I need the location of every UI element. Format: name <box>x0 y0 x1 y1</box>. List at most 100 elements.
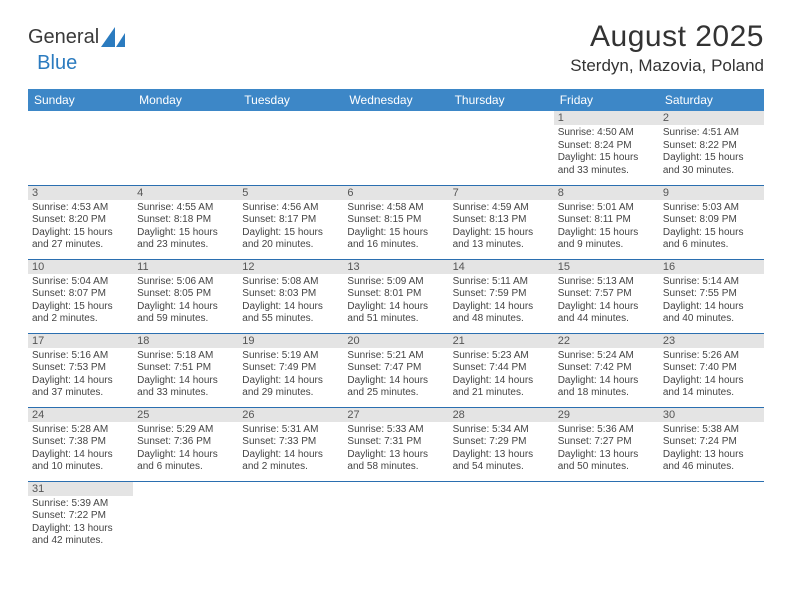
calendar-row: 10Sunrise: 5:04 AMSunset: 8:07 PMDayligh… <box>28 259 764 333</box>
weekday-header: Monday <box>133 89 238 111</box>
cell-day1: Daylight: 15 hours <box>347 227 444 240</box>
cell-sunrise: Sunrise: 5:34 AM <box>453 424 550 437</box>
cell-sunset: Sunset: 7:38 PM <box>32 436 129 449</box>
cell-sunset: Sunset: 8:11 PM <box>558 214 655 227</box>
cell-sunset: Sunset: 7:55 PM <box>663 288 760 301</box>
cell-day2: and 54 minutes. <box>453 461 550 474</box>
cell-day2: and 48 minutes. <box>453 313 550 326</box>
cell-sunrise: Sunrise: 5:26 AM <box>663 350 760 363</box>
day-number: 27 <box>343 408 448 422</box>
cell-sunset: Sunset: 7:29 PM <box>453 436 550 449</box>
calendar-cell: 28Sunrise: 5:34 AMSunset: 7:29 PMDayligh… <box>449 407 554 481</box>
logo-text-general: General <box>28 26 99 49</box>
logo: General <box>28 26 127 49</box>
cell-day2: and 6 minutes. <box>137 461 234 474</box>
cell-sunset: Sunset: 8:20 PM <box>32 214 129 227</box>
calendar-cell-empty <box>449 481 554 555</box>
cell-day2: and 29 minutes. <box>242 387 339 400</box>
calendar-row: 17 Sunrise: 5:16 AMSunset: 7:53 PM Dayligh… <box>28 333 764 407</box>
calendar-cell-empty <box>343 111 448 185</box>
cell-sunset: Sunset: 7:24 PM <box>663 436 760 449</box>
cell-day1: Daylight: 14 hours <box>663 301 760 314</box>
cell-sunrise: Sunrise: 5:16 AM <box>32 350 129 363</box>
calendar-row: 31Sunrise: 5:39 AMSunset: 7:22 PMDayligh… <box>28 481 764 555</box>
calendar-cell: 18Sunrise: 5:18 AMSunset: 7:51 PMDayligh… <box>133 333 238 407</box>
cell-day2: and 44 minutes. <box>558 313 655 326</box>
cell-sunset: Sunset: 7:53 PM <box>32 362 129 375</box>
cell-day2: and 21 minutes. <box>453 387 550 400</box>
cell-sunset: Sunset: 8:13 PM <box>453 214 550 227</box>
cell-day1: Daylight: 14 hours <box>558 375 655 388</box>
day-number: 9 <box>659 186 764 200</box>
calendar-cell: 19Sunrise: 5:19 AMSunset: 7:49 PMDayligh… <box>238 333 343 407</box>
weekday-header: Tuesday <box>238 89 343 111</box>
day-number: 6 <box>343 186 448 200</box>
month-title: August 2025 <box>570 20 764 54</box>
day-number: 28 <box>449 408 554 422</box>
cell-day1: Daylight: 14 hours <box>347 375 444 388</box>
day-number: 7 <box>449 186 554 200</box>
calendar-cell-empty <box>133 111 238 185</box>
day-number: 21 <box>449 334 554 348</box>
cell-day2: and 14 minutes. <box>663 387 760 400</box>
cell-sunset: Sunset: 7:40 PM <box>663 362 760 375</box>
cell-day2: and 9 minutes. <box>558 239 655 252</box>
cell-day2: and 13 minutes. <box>453 239 550 252</box>
day-number: 30 <box>659 408 764 422</box>
calendar-cell: 13Sunrise: 5:09 AMSunset: 8:01 PMDayligh… <box>343 259 448 333</box>
cell-sunrise: Sunrise: 4:55 AM <box>137 202 234 215</box>
cell-sunrise: Sunrise: 5:28 AM <box>32 424 129 437</box>
weekday-header: Saturday <box>659 89 764 111</box>
calendar-cell: 21Sunrise: 5:23 AMSunset: 7:44 PMDayligh… <box>449 333 554 407</box>
day-number: 31 <box>28 482 133 496</box>
cell-day1: Daylight: 15 hours <box>453 227 550 240</box>
cell-sunrise: Sunrise: 5:24 AM <box>558 350 655 363</box>
cell-sunset: Sunset: 7:59 PM <box>453 288 550 301</box>
day-number: 23 <box>659 334 764 348</box>
cell-sunset: Sunset: 8:22 PM <box>663 140 760 153</box>
calendar-page: General August 2025 Sterdyn, Mazovia, Po… <box>0 0 792 575</box>
calendar-cell: 23 Sunrise: 5:26 AMSunset: 7:40 PMDayligh… <box>659 333 764 407</box>
cell-day1: Daylight: 15 hours <box>242 227 339 240</box>
cell-sunrise: Sunrise: 5:33 AM <box>347 424 444 437</box>
cell-sunrise: Sunrise: 4:50 AM <box>558 127 655 140</box>
cell-sunrise: Sunrise: 5:21 AM <box>347 350 444 363</box>
cell-day1: Daylight: 14 hours <box>663 375 760 388</box>
cell-sunset: Sunset: 8:24 PM <box>558 140 655 153</box>
calendar-cell-empty <box>133 481 238 555</box>
cell-day1: Daylight: 15 hours <box>137 227 234 240</box>
cell-day1: Daylight: 13 hours <box>347 449 444 462</box>
cell-sunrise: Sunrise: 5:08 AM <box>242 276 339 289</box>
cell-sunrise: Sunrise: 4:53 AM <box>32 202 129 215</box>
day-number: 29 <box>554 408 659 422</box>
cell-sunrise: Sunrise: 5:31 AM <box>242 424 339 437</box>
cell-sunrise: Sunrise: 5:13 AM <box>558 276 655 289</box>
cell-sunset: Sunset: 7:57 PM <box>558 288 655 301</box>
cell-day1: Daylight: 13 hours <box>663 449 760 462</box>
calendar-cell: 6Sunrise: 4:58 AMSunset: 8:15 PMDaylight… <box>343 185 448 259</box>
cell-sunset: Sunset: 7:42 PM <box>558 362 655 375</box>
calendar-cell: 7Sunrise: 4:59 AMSunset: 8:13 PMDaylight… <box>449 185 554 259</box>
cell-day2: and 33 minutes. <box>137 387 234 400</box>
cell-day2: and 25 minutes. <box>347 387 444 400</box>
calendar-cell: 20Sunrise: 5:21 AMSunset: 7:47 PMDayligh… <box>343 333 448 407</box>
day-number: 17 <box>28 334 133 348</box>
cell-sunrise: Sunrise: 5:06 AM <box>137 276 234 289</box>
cell-sunset: Sunset: 7:36 PM <box>137 436 234 449</box>
cell-sunrise: Sunrise: 5:03 AM <box>663 202 760 215</box>
cell-day1: Daylight: 13 hours <box>32 523 129 536</box>
day-number: 4 <box>133 186 238 200</box>
cell-day1: Daylight: 14 hours <box>242 301 339 314</box>
cell-sunset: Sunset: 7:33 PM <box>242 436 339 449</box>
cell-sunrise: Sunrise: 5:38 AM <box>663 424 760 437</box>
day-number: 8 <box>554 186 659 200</box>
calendar-cell: 22Sunrise: 5:24 AMSunset: 7:42 PMDayligh… <box>554 333 659 407</box>
cell-day1: Daylight: 15 hours <box>32 301 129 314</box>
cell-day1: Daylight: 15 hours <box>558 227 655 240</box>
cell-day2: and 46 minutes. <box>663 461 760 474</box>
logo-sail-icon <box>101 27 127 49</box>
calendar-table: Sunday Monday Tuesday Wednesday Thursday… <box>28 89 764 555</box>
weekday-header: Wednesday <box>343 89 448 111</box>
day-number: 20 <box>343 334 448 348</box>
cell-day1: Daylight: 15 hours <box>663 227 760 240</box>
